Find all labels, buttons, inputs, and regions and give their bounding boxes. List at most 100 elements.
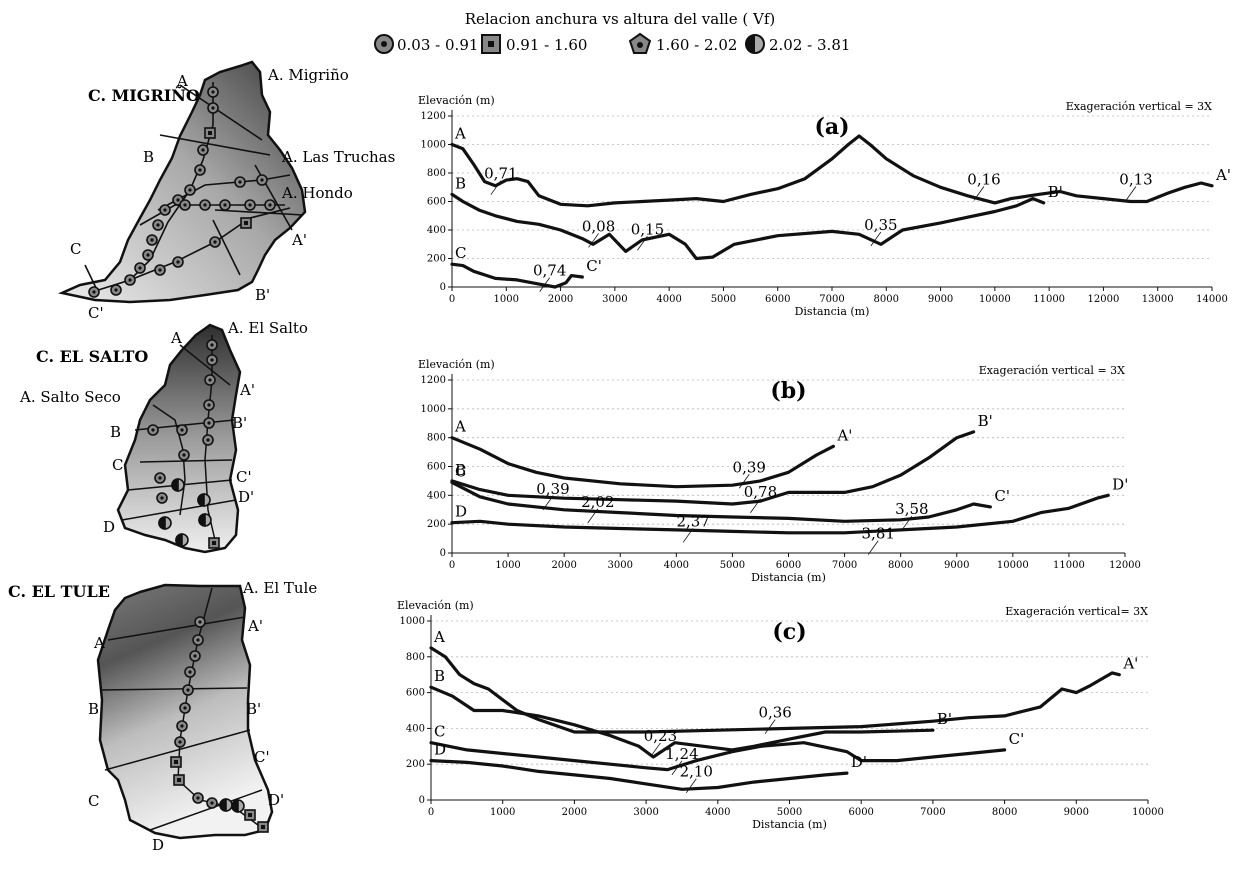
profile-start-label: C (434, 723, 445, 741)
map-label: A' (247, 617, 263, 635)
vf-annotation: 3,58 (895, 500, 928, 518)
vf-annotation: 2,37 (676, 512, 709, 530)
map-label: D' (238, 488, 254, 506)
legend-title: Relacion anchura vs altura del valle ( V… (465, 10, 776, 28)
x-tick-label: 6000 (848, 807, 873, 818)
profile-end-label: B' (1048, 183, 1063, 201)
x-tick-label: 2000 (551, 560, 576, 571)
y-tick-label: 800 (427, 168, 446, 179)
profile-line-a (429, 646, 1121, 734)
legend-label: 0.91 - 1.60 (506, 36, 587, 54)
vf-annotation: 0,39 (536, 480, 569, 498)
basin-map-migrino: C. MIGRIÑO (57, 60, 395, 322)
annotation-leader (973, 186, 985, 201)
annotation-leader (901, 515, 913, 531)
x-tick-label: 7000 (819, 294, 844, 305)
profile-start-label: B (434, 667, 445, 685)
map-label: A. El Tule (242, 579, 317, 597)
vertical-exaggeration-note: Exageración vertical= 3X (1005, 605, 1148, 618)
x-tick-label: 0 (449, 294, 455, 305)
profile-end-label: C' (586, 257, 602, 275)
annotation-leader (867, 540, 879, 555)
profile-start-label: C (455, 462, 466, 480)
y-tick-label: 600 (427, 197, 446, 208)
x-tick-label: 11000 (1053, 560, 1085, 571)
vf-annotation: 0,74 (533, 262, 566, 280)
y-tick-label: 1200 (421, 111, 446, 122)
y-tick-label: 400 (406, 723, 425, 734)
profile-line-d (450, 493, 1110, 535)
x-tick-label: 7000 (832, 560, 857, 571)
x-tick-label: 4000 (656, 294, 681, 305)
panel-label: (c) (772, 619, 806, 645)
x-tick-label: 2000 (548, 294, 573, 305)
profile-line-a (450, 134, 1214, 208)
x-tick-label: 3000 (602, 294, 627, 305)
x-tick-label: 7000 (920, 807, 945, 818)
x-tick-label: 11000 (1033, 294, 1065, 305)
y-tick-label: 0 (440, 282, 446, 293)
y-tick-label: 200 (427, 254, 446, 265)
y-tick-label: 200 (427, 519, 446, 530)
map-label: A' (291, 231, 307, 249)
map-label: C (70, 240, 81, 258)
profile-end-label: D' (1112, 475, 1128, 493)
legend-item-2: 0.91 - 1.60 (481, 34, 587, 54)
profile-start-label: A (454, 125, 466, 143)
annotation-leader (542, 495, 554, 511)
y-tick-label: 0 (419, 795, 425, 806)
map-label: C (88, 792, 99, 810)
basin-outline (57, 60, 307, 304)
map-label: B' (255, 286, 270, 304)
vf-annotation: 0,13 (1119, 170, 1152, 188)
map-label: C' (88, 304, 104, 322)
map-label: D (103, 518, 115, 536)
profile-line-b (450, 430, 976, 506)
x-tick-label: 8000 (992, 807, 1017, 818)
y-tick-label: 800 (427, 433, 446, 444)
annotation-leader (870, 231, 882, 247)
profile-line-c (429, 741, 1007, 772)
annotation-leader (738, 474, 750, 489)
profile-line-c (450, 262, 584, 289)
annotation-leader (764, 719, 776, 734)
x-tick-label: 0 (428, 807, 434, 818)
half-circle-icon (745, 34, 765, 54)
vertical-exaggeration-note: Exageración vertical = 3X (1066, 100, 1212, 113)
y-tick-label: 600 (427, 462, 446, 473)
map-label: A (170, 329, 182, 347)
circle-dot-icon (374, 34, 394, 54)
y-tick-label: 400 (427, 225, 446, 236)
map-label: C' (254, 748, 270, 766)
profile-end-label: A' (1215, 166, 1231, 184)
x-tick-label: 13000 (1142, 294, 1174, 305)
annotation-leader (539, 277, 551, 292)
map-label: B' (232, 414, 247, 432)
profile-line-b (429, 685, 935, 759)
map-label: A. Las Truchas (281, 148, 395, 166)
annotation-leader (750, 498, 761, 514)
map-label: B' (246, 700, 261, 718)
legend-label: 2.02 - 3.81 (769, 36, 850, 54)
map-label: B (143, 148, 154, 166)
x-tick-label: 12000 (1088, 294, 1120, 305)
annotation-leader (682, 528, 694, 543)
annotation-leader (588, 233, 599, 248)
map-label: A. Hondo (281, 184, 353, 202)
y-tick-label: 400 (427, 490, 446, 501)
vf-annotation: 0,35 (864, 216, 897, 234)
x-axis-label: Distancia (m) (752, 818, 827, 831)
square-dot-icon (481, 34, 501, 54)
annotation-leader (671, 760, 683, 776)
y-axis-label: Elevación (m) (418, 358, 495, 371)
x-tick-label: 1000 (495, 560, 520, 571)
profile-end-label: A' (1122, 655, 1138, 673)
legend-item-3: 1.60 - 2.02 (628, 32, 737, 54)
profile-end-label: C' (994, 487, 1010, 505)
annotation-leader (685, 778, 697, 793)
annotation-leader (637, 236, 648, 251)
x-tick-label: 9000 (928, 294, 953, 305)
vertical-exaggeration-note: Exageración vertical = 3X (979, 364, 1125, 377)
